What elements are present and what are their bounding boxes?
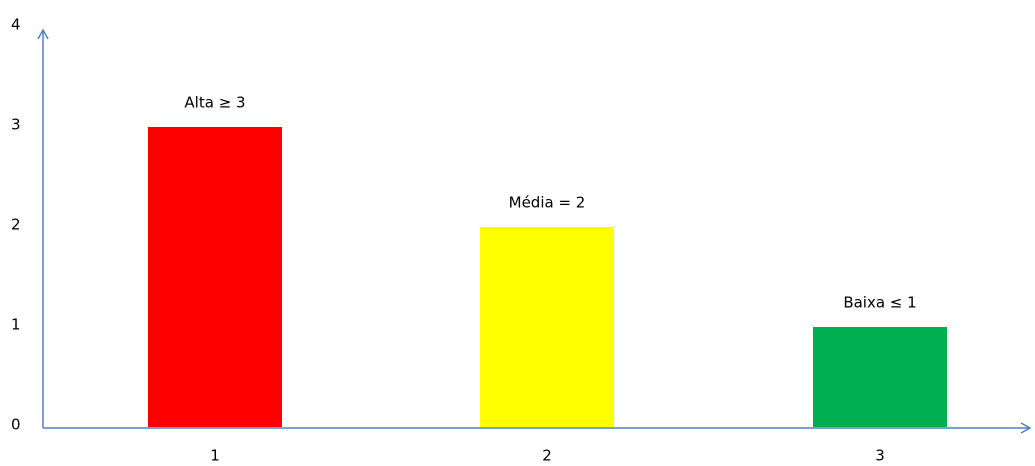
bar xyxy=(813,327,947,427)
x-tick-label: 2 xyxy=(542,447,552,465)
y-tick-label: 3 xyxy=(11,116,21,134)
data-label: Alta ≥ 3 xyxy=(184,94,245,112)
x-tick-label: 1 xyxy=(210,447,220,465)
y-tick-label: 4 xyxy=(11,16,21,34)
bar xyxy=(480,227,614,427)
data-label: Média = 2 xyxy=(509,194,586,212)
data-label: Baixa ≤ 1 xyxy=(843,294,916,312)
bar xyxy=(148,127,282,427)
y-tick-label: 0 xyxy=(11,416,21,434)
y-tick-label: 2 xyxy=(11,216,21,234)
y-tick-label: 1 xyxy=(11,316,21,334)
x-tick-label: 3 xyxy=(875,447,885,465)
